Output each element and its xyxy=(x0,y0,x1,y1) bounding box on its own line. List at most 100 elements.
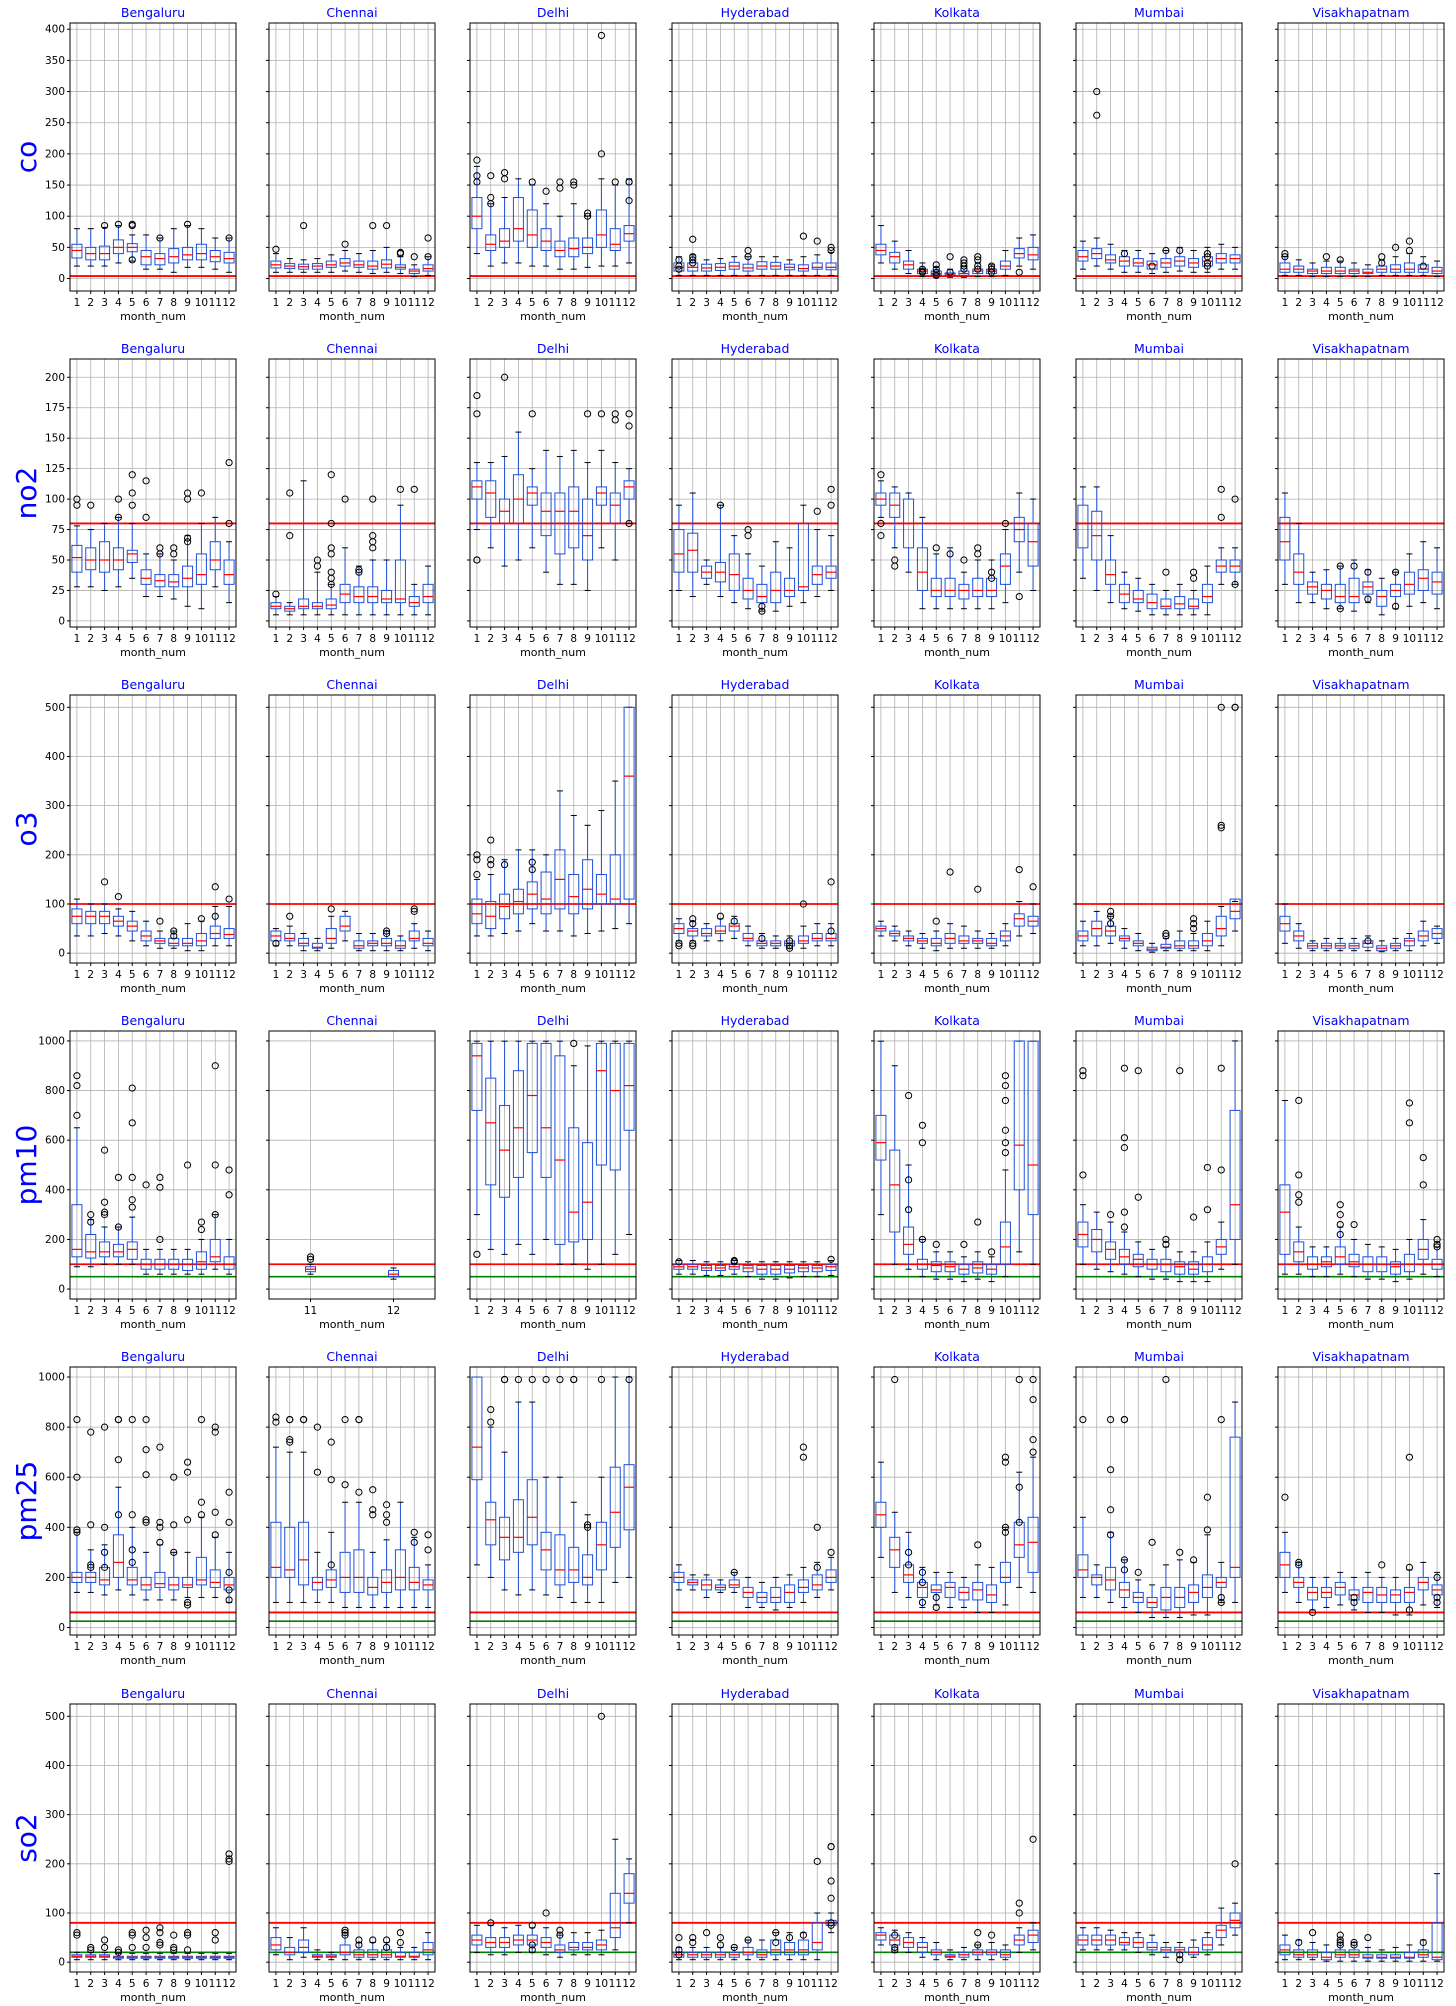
x-tick-label: 5 xyxy=(529,297,536,309)
box-month-9 xyxy=(582,209,594,268)
outlier-point xyxy=(960,1240,968,1249)
box-iqr xyxy=(408,596,420,607)
panel-frame xyxy=(671,358,839,628)
panel-frame xyxy=(268,1030,436,1300)
outlier-point xyxy=(1001,1453,1010,1461)
outlier-point xyxy=(611,178,619,186)
outlier-point xyxy=(306,1255,315,1263)
x-tick-label: 7 xyxy=(1163,969,1170,981)
box-iqr xyxy=(353,1549,365,1593)
x-tick-label: 5 xyxy=(129,297,136,309)
x-tick-label: 11 xyxy=(609,633,622,645)
box-month-5 xyxy=(526,410,538,549)
box-iqr xyxy=(126,1566,138,1586)
box-month-12 xyxy=(223,1488,235,1604)
box-month-6 xyxy=(1348,559,1360,612)
box-month-9 xyxy=(784,547,796,607)
y-tick-label: 150 xyxy=(45,433,65,445)
box-iqr xyxy=(1160,1258,1172,1273)
x-axis-label: month_num xyxy=(722,646,788,659)
outlier-point xyxy=(197,1225,206,1234)
box-iqr xyxy=(85,910,97,925)
outlier-point xyxy=(1433,1235,1441,1244)
x-tick-label: 9 xyxy=(584,633,591,645)
x-tick-label: 12 xyxy=(1228,1305,1241,1317)
box-iqr xyxy=(1348,577,1360,604)
outlier-point xyxy=(556,1375,564,1384)
x-axis-label: month_num xyxy=(120,982,186,995)
outlier-point xyxy=(225,1488,233,1496)
outlier-point xyxy=(570,178,578,186)
outlier-point xyxy=(170,932,178,940)
outlier-point xyxy=(355,1415,363,1424)
box-iqr xyxy=(339,583,351,604)
box-iqr xyxy=(1105,1241,1117,1260)
box-month-11 xyxy=(209,237,221,270)
box-iqr xyxy=(1013,1521,1025,1558)
box-month-7 xyxy=(154,234,166,270)
x-tick-label: 6 xyxy=(1149,969,1156,981)
x-tick-label: 3 xyxy=(1107,297,1114,309)
panel-title: Mumbai xyxy=(1134,677,1184,692)
box-month-8 xyxy=(168,1473,180,1601)
box-iqr xyxy=(1390,1261,1402,1275)
x-tick-label: 6 xyxy=(745,297,752,309)
box-month-12 xyxy=(223,1166,235,1275)
x-tick-label: 7 xyxy=(961,1305,968,1317)
box-iqr xyxy=(623,706,635,900)
outlier-point xyxy=(946,550,954,558)
box-month-7 xyxy=(353,932,365,952)
x-tick-label: 7 xyxy=(1163,633,1170,645)
box-month-8 xyxy=(568,1039,580,1265)
box-month-11 xyxy=(209,883,221,947)
outlier-point xyxy=(487,836,495,844)
box-iqr xyxy=(1362,268,1374,275)
outlier-point xyxy=(211,883,219,891)
outlier-point xyxy=(744,253,752,261)
box-iqr xyxy=(540,1042,552,1178)
box-iqr xyxy=(526,1042,538,1154)
x-tick-label: 8 xyxy=(170,969,177,981)
box-month-8 xyxy=(972,885,984,949)
box-month-4 xyxy=(112,1415,124,1591)
outlier-point xyxy=(369,1511,377,1519)
box-month-5 xyxy=(1132,249,1144,273)
panel-no2-bengaluru: 1 2 3 4 5 6 7 8 9 10 11 12month_num0255075100125150… xyxy=(45,341,237,659)
x-tick-label: 2 xyxy=(286,969,293,981)
box-month-11 xyxy=(1215,243,1227,270)
box-iqr xyxy=(168,937,180,947)
box-iqr xyxy=(1431,571,1443,595)
box-month-8 xyxy=(367,221,379,275)
box-month-1 xyxy=(270,928,282,947)
outlier-point xyxy=(1176,246,1184,255)
box-month-6 xyxy=(540,449,552,573)
outlier-point xyxy=(583,209,592,217)
box-iqr xyxy=(1403,571,1415,595)
box-iqr xyxy=(526,881,538,910)
box-month-3 xyxy=(1105,243,1117,270)
outlier-point xyxy=(1120,1208,1129,1216)
box-iqr xyxy=(1334,266,1346,275)
outlier-point xyxy=(918,265,927,273)
panel-frame xyxy=(1277,1030,1445,1300)
box-month-3 xyxy=(499,859,511,934)
box-iqr xyxy=(1417,264,1429,273)
x-tick-label: 8 xyxy=(1378,1305,1385,1317)
x-axis-label: month_num xyxy=(722,1318,788,1331)
outlier-point xyxy=(1217,485,1225,493)
outlier-point xyxy=(1281,253,1289,261)
box-month-10 xyxy=(1201,920,1213,952)
box-month-4 xyxy=(714,1579,726,1593)
x-tick-label: 2 xyxy=(689,633,696,645)
outlier-point xyxy=(675,262,683,270)
outlier-point xyxy=(369,1486,377,1494)
x-tick-label: 2 xyxy=(487,1641,494,1653)
outlier-point xyxy=(211,1423,219,1431)
box-month-3 xyxy=(298,1415,310,1603)
box-iqr xyxy=(99,541,111,573)
outlier-point xyxy=(1106,907,1115,915)
box-iqr xyxy=(609,1042,621,1171)
outlier-point xyxy=(1001,1126,1010,1134)
x-tick-label: 3 xyxy=(1107,1305,1114,1317)
